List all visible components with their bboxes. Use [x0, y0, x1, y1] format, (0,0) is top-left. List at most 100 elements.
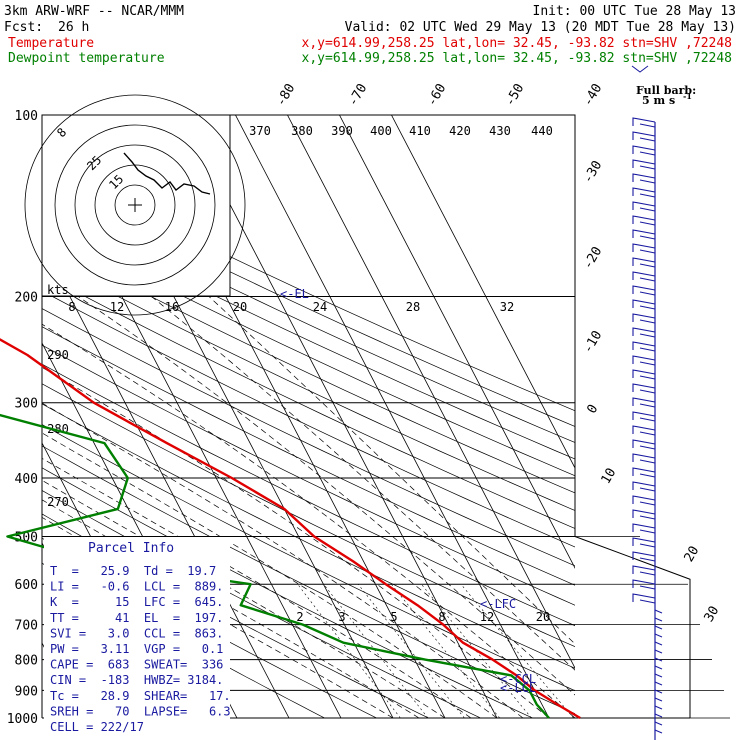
- wind-barb-half: [639, 235, 656, 240]
- wind-barb-low: [654, 713, 663, 718]
- wind-barb: [632, 579, 656, 588]
- wind-barb-low: [654, 729, 663, 734]
- barb-legend-sup: -1: [683, 91, 692, 101]
- parcel-info-row: Tc = 28.9 SHEAR= 17.: [50, 689, 231, 703]
- dry-adiabat: [42, 363, 575, 627]
- wind-barb-low: [654, 641, 663, 646]
- hodograph-speed-label: 20: [233, 300, 247, 314]
- hodograph-unit: kts: [47, 283, 69, 297]
- legend-temperature-info: x,y=614.99,258.25 lat,lon= 32.45, -93.82…: [302, 36, 732, 51]
- wind-barb-low: [654, 721, 663, 726]
- wind-barb-half: [639, 193, 656, 198]
- dry-adiabat: [42, 467, 534, 718]
- parcel-info-row: T = 25.9 Td = 19.7: [50, 564, 216, 578]
- moist-adiabat: [208, 296, 575, 645]
- wind-barb: [632, 593, 656, 602]
- dry-adiabat: [42, 326, 575, 586]
- wind-barb: [632, 299, 656, 308]
- mixing-ratio-line: [323, 584, 429, 718]
- dry-adiabat: [42, 344, 575, 606]
- wind-barb: [632, 243, 656, 252]
- hodograph-trace: [123, 152, 211, 195]
- isotherm-line: [339, 115, 575, 569]
- wind-barb: [632, 173, 656, 182]
- wind-barb-low: [654, 681, 663, 686]
- isotherm-label: -30: [581, 158, 606, 186]
- barb-top-marker: [631, 65, 649, 73]
- wind-barb-half: [639, 501, 656, 506]
- wind-barb: [632, 313, 656, 322]
- wind-barb-half: [639, 585, 656, 590]
- isotherm-line: [235, 115, 550, 718]
- wind-barb-low: [654, 665, 663, 670]
- hodograph-speed-label: 28: [406, 300, 420, 314]
- hodograph-ring: [24, 94, 246, 316]
- temperature-trace: [0, 338, 581, 720]
- wind-barb: [632, 551, 656, 560]
- theta-label: 380: [291, 124, 313, 138]
- wind-barb-half: [639, 263, 656, 268]
- el-marker: <-EL: [280, 287, 309, 301]
- wind-barb: [632, 145, 656, 154]
- theta-label: 290: [47, 348, 69, 362]
- mixing-ratio-label: 20: [536, 610, 550, 624]
- isotherm-line: [287, 115, 575, 669]
- hodograph-ring: [114, 184, 156, 226]
- isotherm-label: -50: [503, 81, 528, 109]
- parcel-info-row: TT = 41 EL = 197.: [50, 611, 223, 625]
- wind-barb-half: [639, 599, 656, 604]
- wind-barb-half: [639, 375, 656, 380]
- lcl-marker: <-LCL: [500, 681, 536, 695]
- isotherm-label: -70: [346, 81, 371, 109]
- pressure-label: 900: [15, 684, 38, 699]
- legend-dewpoint-info: x,y=614.99,258.25 lat,lon= 32.45, -93.82…: [302, 51, 732, 66]
- parcel-info-row: K = 15 LFC = 645.: [50, 595, 223, 609]
- parcel-info-row: SREH = 70 LAPSE= 6.3: [50, 704, 231, 718]
- isotherm-label: 10: [599, 466, 620, 487]
- dry-adiabat: [42, 256, 575, 511]
- parcel-info-row: CIN = -183 HWBZ= 3184.: [50, 673, 223, 687]
- wind-barb: [632, 383, 656, 392]
- wind-barb-half: [639, 179, 656, 184]
- theta-label: 270: [47, 495, 69, 509]
- wind-barb: [632, 117, 656, 126]
- dry-adiabat: [42, 308, 575, 567]
- wind-barb-half: [639, 221, 656, 226]
- wind-barb-half: [639, 249, 656, 254]
- plot-frame: [42, 114, 691, 718]
- wind-barb: [632, 159, 656, 168]
- moist-adiabat: [42, 432, 498, 718]
- dry-adiabat: [42, 177, 575, 427]
- wind-barb-low: [654, 633, 663, 638]
- wind-barb: [632, 271, 656, 280]
- wind-barb: [632, 285, 656, 294]
- wind-barb: [632, 355, 656, 364]
- wind-barb-low: [654, 705, 663, 710]
- legend-dewpoint-name: Dewpoint temperature: [8, 51, 165, 66]
- wind-barb-low: [654, 617, 663, 622]
- wind-barb: [632, 327, 656, 336]
- isotherm-line: [183, 115, 498, 718]
- forecast-label: Fcst:: [4, 20, 43, 35]
- wind-barb-half: [639, 319, 656, 324]
- parcel-info-row: SVI = 3.0 CCL = 863.: [50, 626, 223, 640]
- wind-barb-low: [654, 625, 663, 630]
- theta-label: 430: [489, 124, 511, 138]
- wind-barb-low: [654, 689, 663, 694]
- wind-barb-half: [639, 529, 656, 534]
- dry-adiabat: [42, 445, 575, 715]
- wind-barb-half: [639, 557, 656, 562]
- pressure-label: 300: [15, 397, 38, 412]
- wind-barb-half: [639, 403, 656, 408]
- parcel-info-row: PW = 3.11 VGP = 0.1: [50, 642, 223, 656]
- pressure-label: 100: [15, 109, 38, 124]
- parcel-info-row: CELL = 222/17: [50, 720, 144, 734]
- wind-barb: [632, 131, 656, 140]
- wind-barb: [632, 397, 656, 406]
- lfc-marker: <-LFC: [480, 597, 516, 611]
- pressure-label: 800: [15, 654, 38, 669]
- parcel-info-box: Parcel Info T = 25.9 Td = 19.7 LI = -0.6 …: [44, 537, 231, 734]
- isotherm-line: [42, 242, 290, 718]
- dry-adiabat: [42, 424, 575, 692]
- theta-label: 410: [409, 124, 431, 138]
